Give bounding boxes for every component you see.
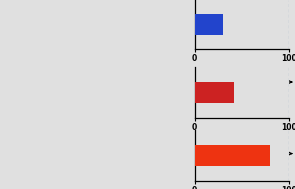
Bar — [195, 14, 223, 35]
Bar — [195, 145, 270, 167]
Bar — [195, 82, 234, 103]
